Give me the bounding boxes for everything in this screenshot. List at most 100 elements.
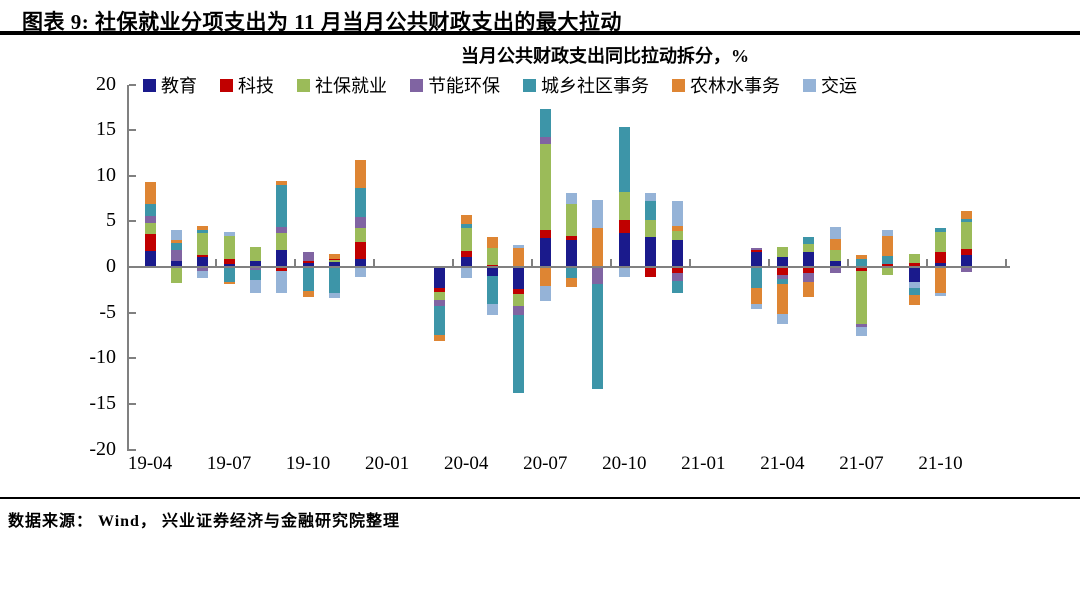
bar-segment-19-06-教育 <box>197 256 209 266</box>
bar-segment-20-04-交运 <box>460 268 472 279</box>
bar-segment-20-07-教育 <box>539 238 551 266</box>
bar-segment-21-10-城乡社区事务 <box>935 227 946 233</box>
bar-segment-20-07-农林水事务 <box>539 268 551 287</box>
legend-item: 教育 <box>143 72 197 98</box>
bar-segment-21-11-农林水事务 <box>961 210 973 219</box>
bar-segment-20-06-城乡社区事务 <box>513 314 525 393</box>
bar-segment-19-09-城乡社区事务 <box>276 184 288 227</box>
x-axis-tick <box>688 259 691 267</box>
legend-label: 科技 <box>238 76 274 96</box>
bar-segment-21-09-城乡社区事务 <box>908 288 920 296</box>
bar-segment-20-10-社保就业 <box>618 192 630 221</box>
bar-segment-21-05-科技 <box>803 268 815 273</box>
y-axis-tick <box>129 174 136 177</box>
bar-segment-21-09-科技 <box>908 263 920 266</box>
bar-segment-20-03-社保就业 <box>434 292 446 301</box>
bar-segment-19-08-教育 <box>249 261 261 266</box>
bar-segment-19-06-农林水事务 <box>197 225 209 231</box>
bar-segment-19-12-节能环保 <box>355 216 367 228</box>
legend-label: 交运 <box>821 76 857 96</box>
bar-segment-21-10-科技 <box>935 252 946 264</box>
x-tick-label: 20-10 <box>602 453 647 474</box>
x-axis-tick <box>767 259 770 267</box>
bar-segment-20-05-农林水事务 <box>487 236 499 248</box>
bar-segment-20-11-交运 <box>645 192 657 202</box>
bar-segment-19-06-交运 <box>197 270 209 279</box>
bar-segment-21-06-农林水事务 <box>829 238 841 251</box>
y-axis-tick <box>129 220 136 223</box>
legend-swatch-icon <box>410 78 423 92</box>
bar-segment-19-04-社保就业 <box>144 223 156 235</box>
bar-segment-20-04-科技 <box>460 251 472 257</box>
bar-segment-19-05-城乡社区事务 <box>170 243 182 251</box>
bar-segment-21-09-社保就业 <box>908 254 920 264</box>
y-axis-tick <box>129 448 136 451</box>
x-axis-tick <box>530 259 533 267</box>
bar-segment-20-05-社保就业 <box>487 247 499 266</box>
bar-segment-19-06-节能环保 <box>197 268 209 271</box>
chart-legend: 教育 科技 社保就业 节能环保 城乡社区事务 农林水事务 交运 <box>143 72 1003 98</box>
legend-item: 农林水事务 <box>672 72 780 98</box>
bar-segment-20-07-交运 <box>539 286 551 301</box>
bar-segment-19-11-农林水事务 <box>328 254 340 259</box>
bar-segment-20-07-科技 <box>539 230 551 239</box>
bar-segment-20-07-城乡社区事务 <box>539 109 551 138</box>
bar-segment-21-07-科技 <box>855 268 867 271</box>
bar-segment-19-10-城乡社区事务 <box>302 268 314 291</box>
bar-segment-19-12-交运 <box>355 268 367 278</box>
bar-segment-20-12-农林水事务 <box>671 226 683 231</box>
bar-segment-20-11-社保就业 <box>645 220 657 238</box>
bar-segment-21-09-教育 <box>908 268 920 282</box>
legend-swatch-icon <box>672 78 685 92</box>
legend-label: 城乡社区事务 <box>541 76 649 96</box>
bar-segment-21-06-教育 <box>829 261 841 266</box>
y-tick-label: 20 <box>96 72 116 95</box>
bar-segment-21-10-社保就业 <box>935 232 946 253</box>
y-tick-label: -5 <box>99 300 116 323</box>
x-tick-label: 21-07 <box>839 453 884 474</box>
x-tick-label: 20-07 <box>523 453 568 474</box>
x-axis-tick <box>846 259 849 267</box>
x-tick-label: 21-10 <box>918 453 963 474</box>
x-axis-tick <box>926 259 928 267</box>
bar-segment-21-11-社保就业 <box>961 222 973 249</box>
bar-segment-21-08-社保就业 <box>882 268 894 276</box>
bar-segment-21-11-教育 <box>961 255 973 266</box>
y-tick-label: 5 <box>106 209 116 232</box>
bar-segment-19-04-科技 <box>144 234 156 252</box>
bar-segment-20-11-科技 <box>645 268 657 278</box>
x-tick-label: 21-01 <box>681 453 726 474</box>
footer-divider <box>0 497 1080 499</box>
legend-item: 城乡社区事务 <box>523 72 649 98</box>
bar-segment-21-04-社保就业 <box>776 246 788 257</box>
bar-segment-20-06-教育 <box>513 268 525 289</box>
bar-segment-19-12-城乡社区事务 <box>355 187 367 217</box>
x-tick-label: 20-01 <box>364 453 410 474</box>
bar-segment-20-09-农林水事务 <box>592 227 604 266</box>
x-axis-labels: 19-04 19-07 19-10 20-01 20-04 20-07 20-10 21-01… <box>127 453 1012 479</box>
bar-segment-20-09-节能环保 <box>592 268 604 284</box>
bar-segment-20-07-节能环保 <box>539 137 551 144</box>
bar-segment-20-11-教育 <box>645 237 657 266</box>
bar-segment-21-09-农林水事务 <box>908 295 920 306</box>
x-tick-label: 19-07 <box>206 453 252 474</box>
bar-segment-20-03-城乡社区事务 <box>434 305 446 336</box>
bar-segment-19-09-科技 <box>276 268 288 271</box>
bar-segment-20-05-科技 <box>487 265 499 267</box>
y-axis-tick <box>129 129 136 132</box>
legend-swatch-icon <box>297 78 310 92</box>
y-tick-label: -20 <box>89 437 116 460</box>
bar-segment-19-07-科技 <box>223 258 235 265</box>
bar-segment-19-10-教育 <box>302 263 314 266</box>
x-axis-tick <box>214 259 217 267</box>
bar-segment-20-10-科技 <box>618 220 630 234</box>
bar-segment-21-04-交运 <box>776 313 788 324</box>
bar-segment-20-03-节能环保 <box>434 300 446 306</box>
y-axis-tick <box>129 83 136 86</box>
bar-segment-20-06-交运 <box>513 245 525 248</box>
bar-segment-19-12-科技 <box>355 242 367 259</box>
bar-segment-21-07-农林水事务 <box>855 254 867 260</box>
bar-segment-20-12-交运 <box>671 201 683 227</box>
bar-segment-19-05-社保就业 <box>170 268 182 283</box>
plot-area <box>127 83 1012 451</box>
